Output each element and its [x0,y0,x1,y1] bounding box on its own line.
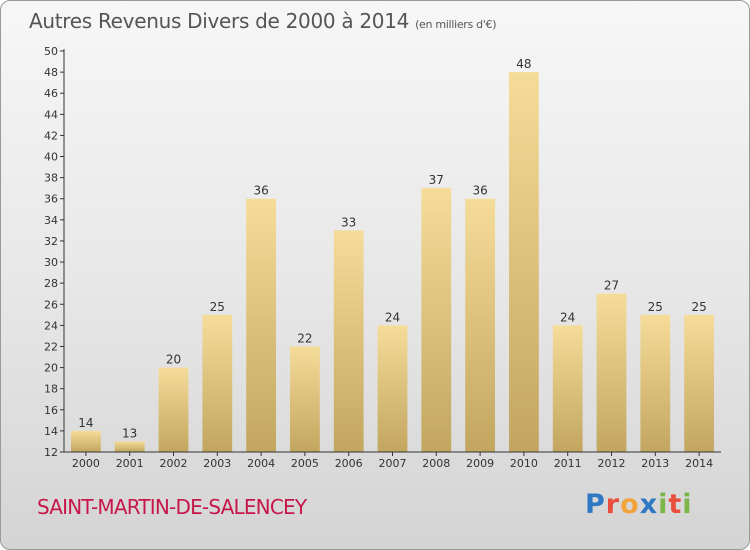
y-tick-label: 12 [44,446,58,459]
y-tick-label: 34 [44,214,58,227]
y-tick-label: 48 [44,66,58,79]
y-tick-label: 24 [44,319,58,332]
y-tick-label: 18 [44,383,58,396]
bar-series: 14 13 20 25 36 22 33 24 37 36 48 24 27 25 25 [71,57,714,453]
bar-2009 [465,198,495,452]
y-tick-label: 26 [44,298,58,311]
y-tick-label: 32 [44,235,58,248]
y-tick-label: 40 [44,151,58,164]
bar-value-label: 36 [253,184,268,198]
x-tick-label: 2001 [116,457,144,470]
bar-2001 [114,441,145,452]
bar-value-label: 24 [560,310,575,324]
bar-value-label: 24 [385,310,400,324]
bar-value-label: 20 [166,353,181,367]
chart-title: Autres Revenus Divers de 2000 à 2014 (en … [29,9,497,33]
logo-letter: x [639,489,659,520]
x-tick-label: 2008 [422,457,450,470]
bar-value-label: 37 [429,173,444,187]
bar-2008 [421,188,452,452]
bar-2011 [552,325,583,452]
bar-value-label: 25 [210,300,225,314]
bar-value-label: 25 [691,300,706,314]
x-tick-label: 2014 [685,457,713,470]
x-tick-label: 2003 [203,457,231,470]
chart-unit: (en milliers d'€) [415,18,497,31]
bar-value-label: 25 [648,300,663,314]
y-tick-label: 22 [44,340,58,353]
bar-2005 [290,346,320,452]
bar-2012 [596,293,627,452]
logo-letter: i [658,489,669,520]
logo-letter: t [668,489,683,520]
bar-value-label: 13 [122,426,137,440]
y-tick-label: 44 [44,108,58,121]
y-tick-label: 46 [44,87,58,100]
y-axis: 12 14 16 18 20 22 24 26 28 30 32 34 36 38 40 42 44 46 48 50 [44,45,65,459]
logo-letter: i [682,489,693,520]
x-tick-label: 2004 [247,457,275,470]
bar-2006 [333,230,364,452]
bar-2014 [684,314,714,452]
bar-2010 [509,72,539,453]
proxiti-logo[interactable]: Proxiti [585,489,693,520]
chart-title-text: Autres Revenus Divers de 2000 à 2014 [29,9,410,33]
logo-letter: P [585,489,606,520]
x-tick-label: 2002 [160,457,188,470]
x-tick-label: 2013 [641,457,669,470]
x-tick-label: 2000 [72,457,100,470]
bar-value-label: 14 [78,416,93,430]
bar-value-label: 33 [341,215,356,229]
x-tick-label: 2007 [379,457,407,470]
bar-2003 [202,314,233,452]
bar-2002 [158,367,189,452]
x-tick-label: 2006 [335,457,363,470]
y-tick-label: 38 [44,172,58,185]
bar-2007 [377,325,408,452]
x-tick-label: 2009 [466,457,494,470]
y-tick-label: 14 [44,425,58,438]
commune-name: SAINT-MARTIN-DE-SALENCEY [37,495,307,519]
x-tick-label: 2010 [510,457,538,470]
y-tick-label: 16 [44,404,58,417]
bar-value-label: 48 [516,57,531,71]
x-tick-label: 2005 [291,457,319,470]
x-axis: 2000 2001 2002 2003 2004 2005 2006 2007 2008 2009… [64,451,721,470]
y-tick-label: 20 [44,362,58,375]
x-tick-label: 2012 [598,457,626,470]
y-tick-label: 50 [44,45,58,58]
logo-letter: o [620,489,640,520]
y-tick-label: 28 [44,277,58,290]
bar-value-label: 36 [472,184,487,198]
bar-value-label: 27 [604,279,619,293]
y-tick-label: 30 [44,256,58,269]
y-tick-label: 36 [44,193,58,206]
y-tick-label: 42 [44,129,58,142]
x-tick-label: 2011 [554,457,582,470]
bar-2013 [640,314,671,452]
bar-2004 [246,198,276,452]
logo-letter: r [605,489,621,520]
bar-2000 [71,430,101,452]
bar-value-label: 22 [297,331,312,345]
